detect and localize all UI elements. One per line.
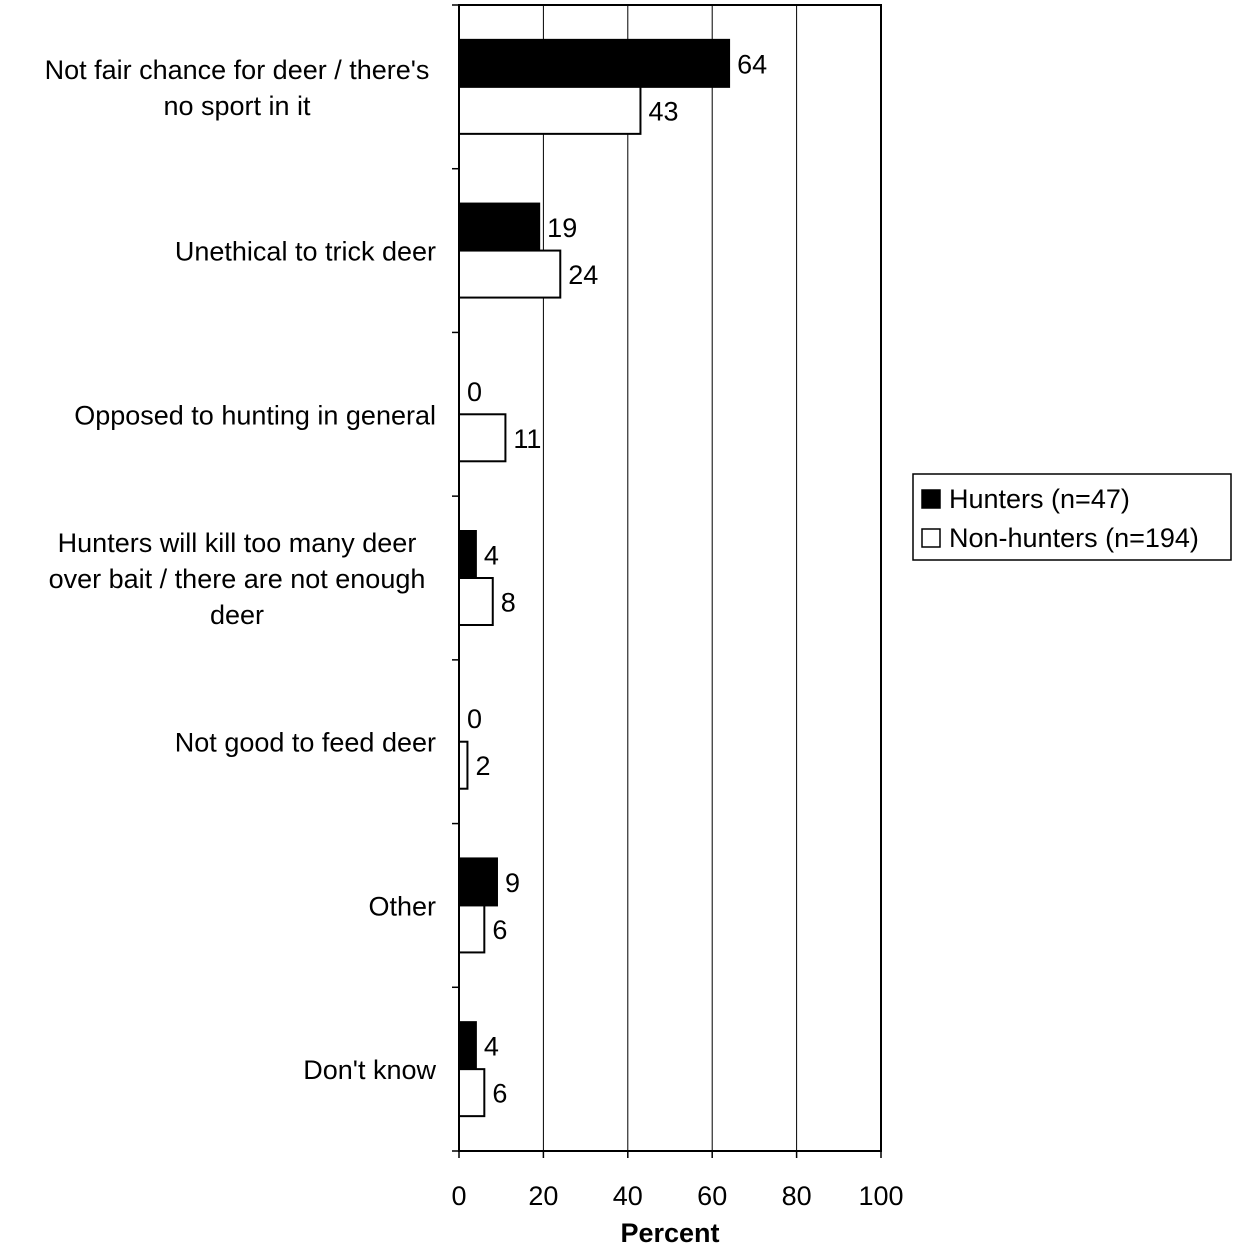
bar-non-hunters <box>458 577 494 626</box>
category-label: Other <box>368 891 436 921</box>
category-label: Unethical to trick deer <box>175 237 436 267</box>
data-label: 8 <box>501 588 516 618</box>
bars <box>458 38 731 1118</box>
x-tick-label: 40 <box>613 1181 643 1211</box>
legend-label: Hunters (n=47) <box>949 484 1130 514</box>
category-label: Not fair chance for deer / there's no spo… <box>45 55 430 121</box>
bar-hunters <box>458 1021 477 1071</box>
category-labels: Not fair chance for deer / there's no spo… <box>45 55 437 1085</box>
bar-hunters <box>458 38 731 88</box>
legend-label: Non-hunters (n=194) <box>949 523 1199 553</box>
x-axis-label: Percent <box>620 1218 719 1248</box>
category-label: Not good to feed deer <box>175 728 436 758</box>
data-label: 4 <box>484 541 499 571</box>
data-label: 0 <box>467 704 482 734</box>
bar-non-hunters <box>458 85 642 135</box>
legend-box <box>912 473 1232 561</box>
x-tick-label: 20 <box>528 1181 558 1211</box>
data-label: 2 <box>475 751 490 781</box>
legend-swatch <box>921 528 941 548</box>
gridlines <box>542 5 798 1151</box>
data-label: 43 <box>648 96 678 126</box>
category-label: Opposed to hunting in general <box>74 400 436 430</box>
data-label: 4 <box>484 1032 499 1062</box>
data-label: 6 <box>492 1079 507 1109</box>
x-tick-labels: 0 20 40 60 80 100 <box>451 1181 903 1211</box>
bar-non-hunters <box>458 413 507 463</box>
data-label: 11 <box>513 424 541 454</box>
bar-non-hunters <box>458 740 469 790</box>
bar-non-hunters <box>458 249 562 299</box>
bar-non-hunters <box>458 1068 486 1118</box>
bar-hunters <box>458 202 541 252</box>
data-label: 19 <box>547 213 577 243</box>
data-label: 64 <box>737 49 767 79</box>
data-label: 24 <box>568 260 598 290</box>
category-label: Don't know <box>303 1055 436 1085</box>
x-tick-label: 100 <box>858 1181 903 1211</box>
data-label: 9 <box>505 868 520 898</box>
plot-frame <box>458 4 882 1152</box>
bar-hunters <box>458 530 477 579</box>
bar-hunters <box>458 857 498 907</box>
data-label: 6 <box>492 915 507 945</box>
x-tick-label: 80 <box>782 1181 812 1211</box>
axes <box>452 4 882 1158</box>
data-label: 0 <box>467 377 482 407</box>
category-label: Hunters will kill too many deer over bait… <box>49 528 426 630</box>
bar-non-hunters <box>458 904 486 954</box>
x-tick-label: 60 <box>697 1181 727 1211</box>
x-tick-label: 0 <box>451 1181 466 1211</box>
legend-swatch <box>921 489 941 509</box>
legend: Hunters (n=47) Non-hunters (n=194) <box>912 473 1232 561</box>
